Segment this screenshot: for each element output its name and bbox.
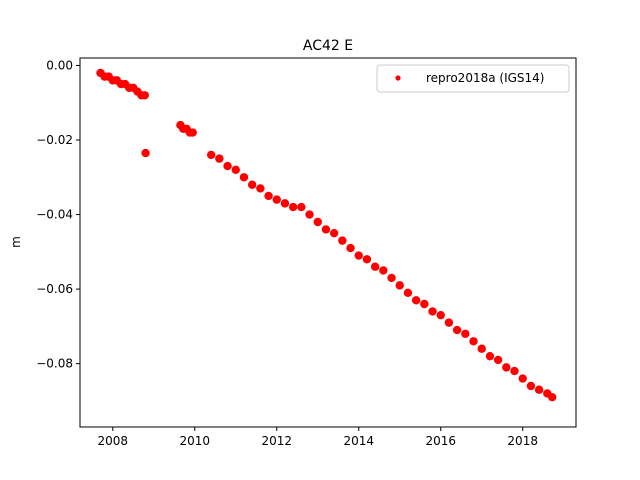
y-tick-label: −0.08 xyxy=(36,357,73,371)
x-axis: 2008 2010 2012 2014 2016 2018 xyxy=(98,427,538,448)
y-axis: 0.00 −0.02 −0.04 −0.06 −0.08 xyxy=(36,58,80,371)
data-point xyxy=(188,128,197,137)
data-point xyxy=(305,210,314,219)
data-point xyxy=(362,255,372,264)
data-point xyxy=(247,180,257,189)
data-point xyxy=(206,150,216,160)
data-point xyxy=(280,199,290,208)
legend-marker xyxy=(395,75,401,81)
data-point xyxy=(436,310,445,320)
data-point xyxy=(485,351,495,361)
legend-label: repro2018a (IGS14) xyxy=(426,71,544,85)
data-point xyxy=(338,236,347,245)
data-point xyxy=(510,366,519,376)
data-point xyxy=(256,184,265,193)
data-point xyxy=(329,228,339,238)
y-tick-label: −0.04 xyxy=(36,208,73,222)
y-axis-label: m xyxy=(9,236,23,248)
data-point xyxy=(534,385,544,394)
data-point xyxy=(272,195,281,204)
y-tick-label: −0.02 xyxy=(36,133,73,147)
data-point xyxy=(239,173,249,182)
data-point xyxy=(379,266,388,275)
data-point xyxy=(223,161,232,171)
plot-area xyxy=(79,57,577,428)
data-point xyxy=(461,329,470,339)
data-point xyxy=(313,217,322,227)
data-point xyxy=(411,296,421,305)
data-point xyxy=(420,299,429,309)
legend[interactable]: repro2018a (IGS14) xyxy=(376,64,570,93)
x-tick-label: 2014 xyxy=(343,434,374,448)
data-point xyxy=(141,148,150,158)
data-point xyxy=(395,281,404,290)
data-point xyxy=(387,273,396,283)
legend-box xyxy=(376,64,570,93)
chart-title: AC42 E xyxy=(303,38,353,54)
x-tick-label: 2008 xyxy=(98,434,129,448)
data-point xyxy=(469,337,478,346)
data-point xyxy=(526,381,536,391)
x-tick-label: 2012 xyxy=(261,434,292,448)
data-point xyxy=(297,202,306,212)
x-tick-label: 2018 xyxy=(507,434,538,448)
x-tick-label: 2016 xyxy=(425,434,456,448)
data-point xyxy=(477,344,486,353)
data-point xyxy=(321,225,331,234)
data-point xyxy=(231,165,240,175)
y-tick-label: 0.00 xyxy=(46,58,73,72)
data-point xyxy=(346,243,355,253)
data-point xyxy=(264,191,273,201)
y-tick-label: −0.06 xyxy=(36,282,73,296)
data-point xyxy=(140,91,149,100)
data-point xyxy=(354,251,363,260)
data-point xyxy=(452,325,462,335)
data-point xyxy=(288,202,298,212)
axes-frame xyxy=(79,57,577,428)
data-point xyxy=(502,363,511,372)
data-points xyxy=(96,68,557,402)
data-point xyxy=(518,374,527,383)
data-point xyxy=(370,262,380,271)
x-tick-label: 2010 xyxy=(180,434,211,448)
data-point xyxy=(548,392,557,402)
data-point xyxy=(403,288,413,298)
data-point xyxy=(493,355,503,365)
data-point xyxy=(428,307,437,316)
data-point xyxy=(215,154,224,163)
data-point xyxy=(444,318,454,327)
